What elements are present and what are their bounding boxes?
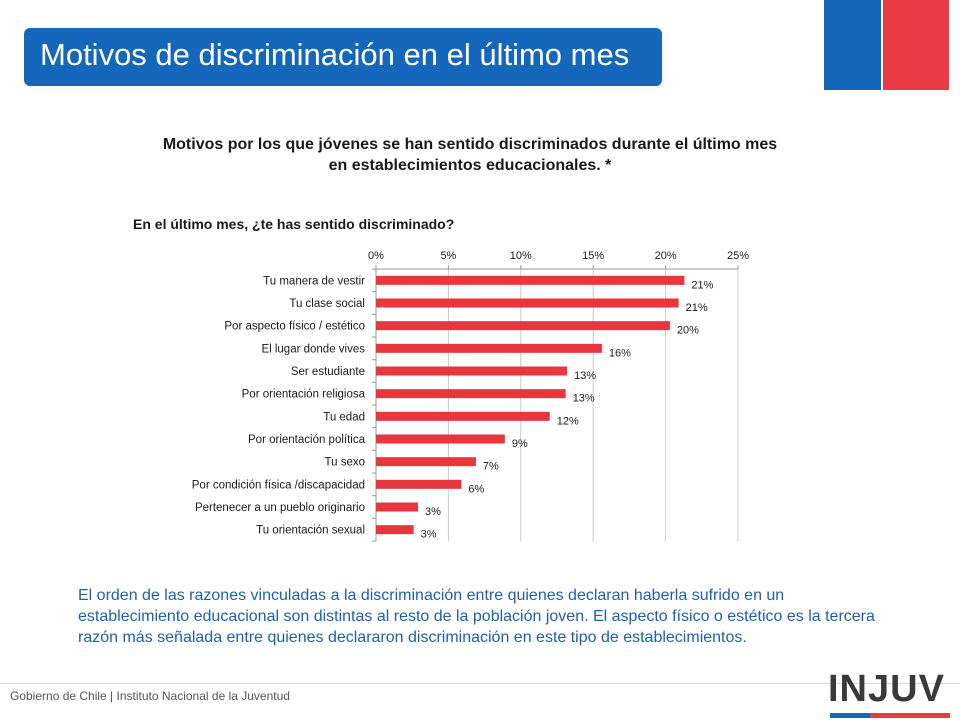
bar	[376, 343, 602, 353]
x-tick-label: 20%	[655, 250, 677, 262]
bar	[376, 321, 670, 331]
bar	[376, 411, 550, 421]
footer-divider	[0, 683, 960, 684]
x-tick-label: 10%	[510, 250, 532, 262]
category-label: Pertenecer a un pueblo originario	[195, 502, 365, 514]
bar	[376, 389, 566, 399]
flag-divider	[881, 0, 883, 90]
category-label: Tu clase social	[289, 298, 365, 310]
logo-bar-blue	[830, 713, 870, 718]
x-tick-label: 5%	[440, 250, 456, 262]
category-label: Por orientación religiosa	[242, 389, 366, 401]
category-label: Por aspecto físico / estético	[224, 321, 365, 333]
data-label: 21%	[691, 279, 713, 291]
data-label: 3%	[425, 506, 441, 518]
data-label: 12%	[557, 415, 579, 427]
category-label: Por orientación política	[248, 434, 366, 446]
data-label: 16%	[609, 347, 631, 359]
bar	[376, 502, 418, 512]
data-label: 6%	[468, 483, 484, 495]
page-title: Motivos de discriminación en el último m…	[40, 37, 630, 72]
chart-title-line-2: en establecimientos educacionales. *	[328, 157, 612, 174]
bar	[376, 457, 476, 467]
x-tick-label: 25%	[727, 250, 749, 262]
category-label: Tu edad	[323, 411, 365, 423]
bar	[376, 366, 568, 376]
flag-red-stripe	[882, 0, 949, 90]
category-label: Tu sexo	[325, 457, 365, 469]
title-bar: Motivos de discriminación en el último m…	[24, 28, 662, 86]
logo-bar-red	[870, 713, 950, 718]
chart-title-line-1: Motivos por los que jóvenes se han senti…	[162, 136, 778, 153]
data-label: 3%	[421, 529, 437, 541]
footer-text: Gobierno de Chile | Instituto Nacional d…	[10, 689, 290, 703]
bar	[376, 275, 685, 285]
category-label: Ser estudiante	[291, 366, 365, 378]
bar	[376, 298, 679, 308]
category-label: Por condición física /discapacidad	[192, 479, 365, 491]
bar	[376, 479, 462, 489]
chart-title: Motivos por los que jóvenes se han senti…	[60, 134, 880, 176]
x-tick-label: 0%	[368, 250, 384, 262]
data-label: 9%	[512, 438, 528, 450]
chart-subtitle: En el último mes, ¿te has sentido discri…	[133, 216, 455, 232]
flag-blue-stripe	[824, 0, 882, 90]
category-label: El lugar donde vives	[261, 343, 365, 355]
x-tick-label: 15%	[582, 250, 604, 262]
bar	[376, 525, 414, 535]
injuv-logo: INJUV	[828, 668, 945, 710]
category-label: Tu orientación sexual	[256, 525, 365, 537]
data-label: 20%	[677, 325, 699, 337]
data-label: 13%	[573, 393, 595, 405]
caption-text: El orden de las razones vinculadas a la …	[78, 587, 875, 646]
data-label: 13%	[574, 370, 596, 382]
data-label: 21%	[686, 302, 708, 314]
bar	[376, 434, 505, 444]
category-label: Tu manera de vestir	[263, 275, 365, 287]
data-label: 7%	[483, 461, 499, 473]
